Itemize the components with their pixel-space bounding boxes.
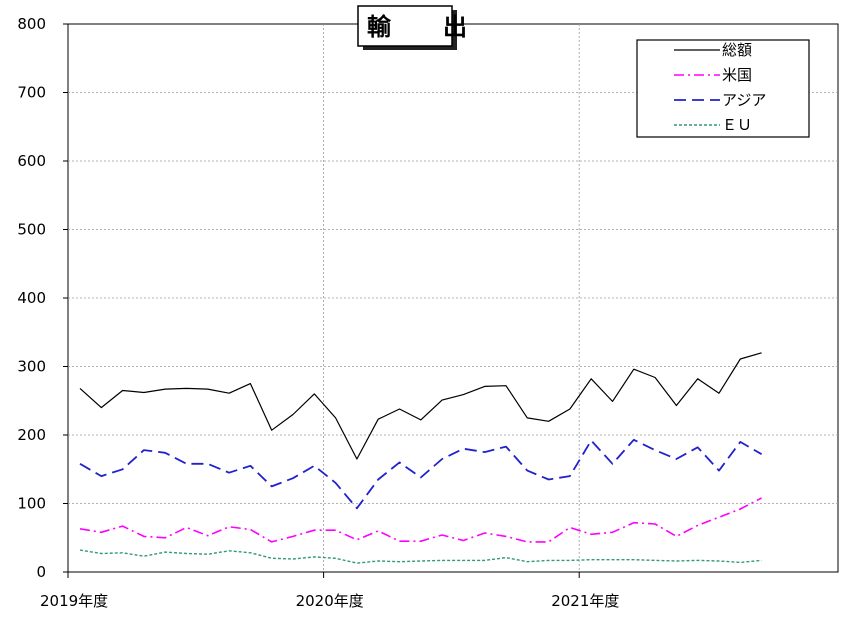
series-line-1 bbox=[79, 497, 762, 543]
y-tick-label: 0 bbox=[36, 563, 46, 581]
legend-label-0: 総額 bbox=[722, 41, 752, 59]
y-axis-ticks: 0 100 200 300 400 500 600 700 800 bbox=[17, 15, 68, 581]
y-tick-label: 100 bbox=[17, 495, 46, 513]
x-tick-label: 2020年度 bbox=[296, 592, 364, 610]
series-line-2 bbox=[79, 438, 763, 510]
x-tick-label: 2019年度 bbox=[40, 592, 108, 610]
x-tick-label: 2021年度 bbox=[551, 592, 619, 610]
y-tick-label: 200 bbox=[17, 426, 46, 444]
chart-title-box: 輸 出 bbox=[357, 5, 481, 50]
chart-title: 輸 出 bbox=[367, 13, 481, 41]
y-tick-label: 300 bbox=[17, 358, 46, 376]
legend-label-3: ＥＵ bbox=[722, 116, 752, 134]
series-line-3 bbox=[79, 549, 762, 564]
y-tick-label: 400 bbox=[17, 289, 46, 307]
legend-label-2: アジア bbox=[722, 91, 766, 109]
x-axis-ticks: 2019年度 2020年度 2021年度 bbox=[40, 572, 619, 610]
y-tick-label: 800 bbox=[17, 15, 46, 33]
legend-label-1: 米国 bbox=[722, 66, 752, 84]
series-line-0 bbox=[79, 352, 762, 460]
y-tick-label: 600 bbox=[17, 152, 46, 170]
vertical-gridlines bbox=[323, 24, 580, 572]
y-tick-label: 500 bbox=[17, 221, 46, 239]
y-tick-label: 700 bbox=[17, 84, 46, 102]
series-lines bbox=[79, 352, 763, 564]
